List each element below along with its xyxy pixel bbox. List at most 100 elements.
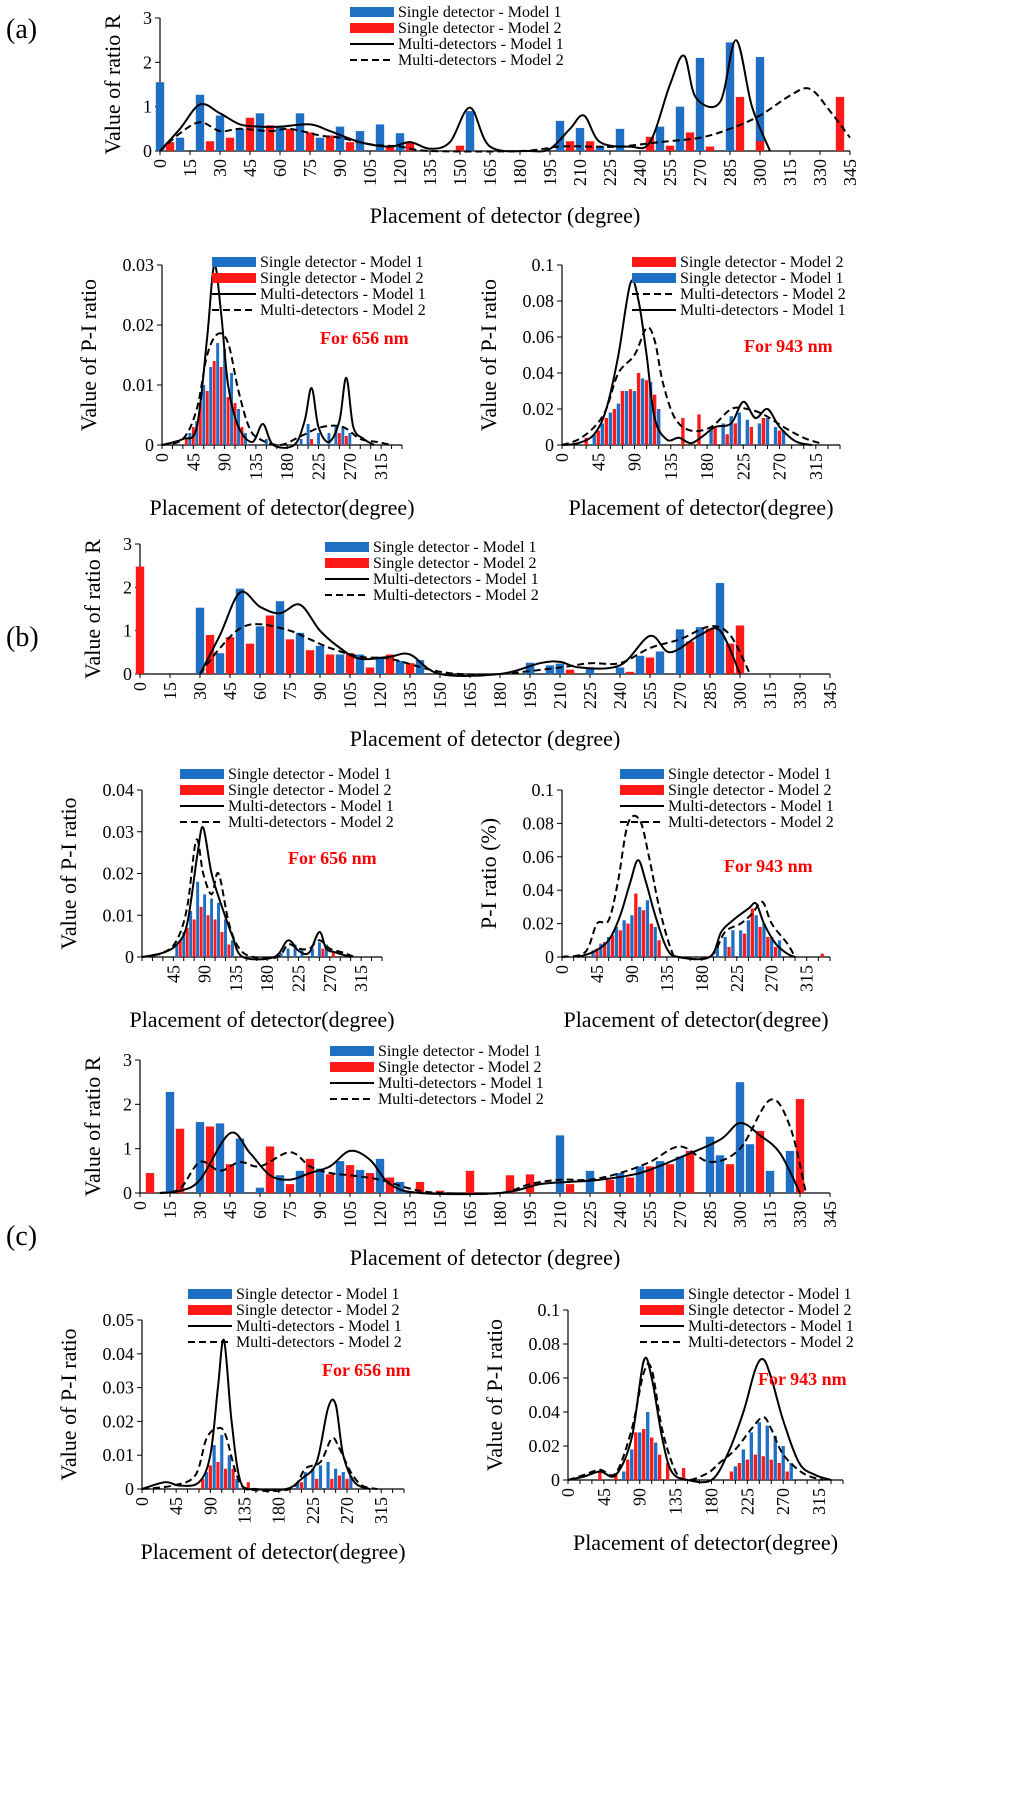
- bar-single-model-1: [715, 943, 719, 957]
- y-tick-label: 2: [123, 577, 132, 597]
- x-tick-label: 330: [790, 1201, 810, 1228]
- bar-single-model-1: [195, 421, 199, 445]
- y-tick-label: 0.04: [103, 780, 135, 800]
- bar-single-model-1: [657, 409, 661, 445]
- line-multi-model-2: [561, 814, 796, 961]
- bar-single-model-1: [335, 654, 345, 674]
- x-tick-label: 180: [257, 965, 277, 992]
- bar-single-model-2: [634, 893, 638, 957]
- x-tick-label: 45: [220, 682, 240, 700]
- legend-label: Single detector - Model 1: [228, 766, 392, 783]
- bar-single-model-2: [325, 1174, 335, 1193]
- bar-single-model-2: [685, 132, 695, 151]
- bar-single-model-2: [365, 667, 375, 674]
- bar-single-model-1: [327, 433, 331, 445]
- y-axis-title: Value of ratio R: [80, 1056, 105, 1196]
- x-axis-title: Placement of detector(degree): [129, 1007, 394, 1032]
- x-tick-label: 210: [550, 682, 570, 709]
- y-tick-label: 0.06: [529, 1368, 561, 1388]
- legend-label: Multi-detectors - Model 1: [378, 1075, 544, 1092]
- x-tick-label: 225: [600, 159, 620, 186]
- x-tick-label: 90: [310, 682, 330, 700]
- x-tick-label: 90: [310, 1201, 330, 1219]
- bar-single-model-1: [765, 1170, 775, 1193]
- legend-label: Multi-detectors - Model 2: [373, 587, 539, 604]
- x-tick-label: 0: [552, 453, 572, 462]
- bar-single-model-1: [279, 952, 283, 957]
- x-tick-label: 150: [430, 682, 450, 709]
- legend-swatch-model-1: [330, 1046, 374, 1056]
- line-multi-model-1: [159, 39, 771, 153]
- x-tick-label: 45: [220, 1201, 240, 1219]
- bar-single-model-1: [311, 1468, 315, 1489]
- x-tick-label: 315: [806, 453, 826, 480]
- bar-single-model-1: [555, 120, 565, 151]
- legend-label: Single detector - Model 2: [260, 270, 424, 287]
- y-tick-label: 0.01: [103, 905, 135, 925]
- bar-single-model-2: [614, 1473, 618, 1480]
- bar-single-model-2: [642, 1429, 646, 1480]
- legend-swatch-model-1: [188, 1289, 232, 1299]
- y-tick-label: 0.1: [538, 1300, 561, 1320]
- legend-label: Single detector - Model 2: [680, 254, 844, 271]
- y-tick-label: 0.03: [103, 1378, 135, 1398]
- legend-swatch-model-1: [325, 542, 369, 552]
- y-axis-title: Value of ratio R: [100, 14, 125, 154]
- legend-swatch-model-1: [212, 257, 256, 267]
- bar-single-model-2: [325, 135, 335, 151]
- bar-single-model-2: [681, 1468, 686, 1480]
- y-tick-label: 0.08: [523, 813, 555, 833]
- x-tick-label: 195: [520, 1201, 540, 1228]
- x-tick-label: 225: [737, 1488, 757, 1515]
- bar-single-model-1: [224, 919, 227, 957]
- bar-single-model-2: [641, 910, 646, 957]
- bar-single-model-1: [755, 57, 765, 151]
- bar-single-model-2: [405, 663, 415, 674]
- legend-label: Single detector - Model 1: [398, 4, 562, 21]
- legend-label: Single detector - Model 1: [260, 254, 424, 271]
- x-tick-label: 180: [701, 1488, 721, 1515]
- bar-single-model-1: [606, 936, 611, 957]
- bar-single-model-1: [315, 645, 325, 674]
- x-tick-label: 285: [700, 682, 720, 709]
- bar-single-model-1: [725, 42, 735, 152]
- bar-single-model-2: [835, 96, 845, 151]
- bar-single-model-1: [230, 940, 234, 957]
- x-tick-label: 270: [340, 453, 360, 480]
- x-tick-label: 315: [797, 965, 817, 992]
- x-tick-label: 240: [610, 682, 630, 709]
- y-tick-label: 2: [143, 52, 152, 72]
- x-axis-title: Placement of detector(degree): [563, 1007, 828, 1032]
- legend-label: Single detector - Model 2: [373, 555, 537, 572]
- y-tick-label: 0.04: [103, 1344, 135, 1364]
- x-tick-label: 105: [360, 159, 380, 186]
- bar-single-model-2: [777, 1463, 781, 1480]
- bar-single-model-1: [624, 391, 629, 445]
- legend-label: Multi-detectors - Model 1: [668, 798, 834, 815]
- bar-single-model-1: [465, 111, 475, 151]
- x-tick-label: 165: [460, 682, 480, 709]
- y-tick-label: 0.1: [532, 255, 555, 275]
- x-tick-label: 180: [692, 965, 712, 992]
- bar-single-model-2: [596, 430, 600, 445]
- bar-single-model-2: [345, 1165, 355, 1193]
- bar-single-model-2: [135, 566, 145, 674]
- bar-single-model-2: [305, 650, 315, 674]
- bar-single-model-2: [325, 654, 335, 674]
- bar-single-model-1: [615, 667, 625, 674]
- bar-single-model-1: [635, 1166, 645, 1193]
- bar-single-model-1: [525, 662, 535, 674]
- line-multi-model-1: [159, 1121, 801, 1196]
- bar-single-model-1: [295, 113, 305, 151]
- bar-single-model-2: [697, 414, 701, 445]
- bar-single-model-2: [761, 1456, 765, 1480]
- bar-single-model-2: [285, 1184, 295, 1193]
- legend-swatch-model-2: [632, 257, 676, 267]
- bar-single-model-2: [610, 935, 615, 957]
- bar-single-model-2: [205, 391, 209, 445]
- y-tick-label: 0: [143, 141, 152, 161]
- bar-single-model-1: [318, 1465, 323, 1489]
- x-tick-label: 0: [132, 1497, 152, 1506]
